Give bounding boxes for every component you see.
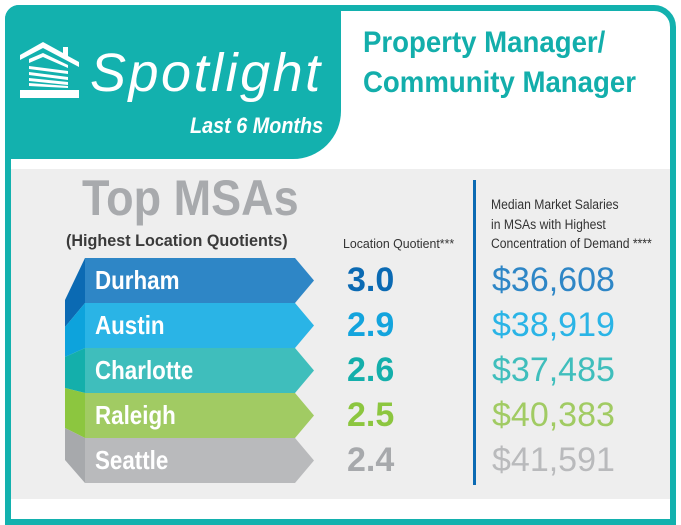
ribbon-front-raleigh [85,393,314,438]
msa-name: Seattle [95,445,169,475]
ribbon-side-austin [65,303,85,357]
msa-name: Raleigh [95,400,176,430]
ribbon-front-charlotte [85,348,314,393]
section-subtitle: (Highest Location Quotients) [66,231,288,250]
msa-name: Charlotte [95,355,194,385]
msa-row: Seattle 2.4 $41,591 [0,438,681,483]
period-label: Last 6 Months [190,113,324,138]
median-salary-value: $37,485 [492,351,615,389]
ribbon-side-raleigh [65,388,85,438]
msa-row: Austin 2.9 $38,919 [0,303,681,348]
salary-header-line: Median Market Salaries [491,197,619,212]
building-house-icon [20,42,79,98]
ribbon-front-seattle [85,438,314,483]
median-salary-value: $40,383 [492,396,615,434]
median-salary-value: $38,919 [492,306,615,344]
msa-name: Austin [95,310,165,340]
msa-row: Raleigh 2.5 $40,383 [0,393,681,438]
median-salary-value: $36,608 [492,261,615,299]
msa-ribbon-stack [65,258,314,483]
location-quotient-value: 2.9 [347,306,395,344]
location-quotient-value: 3.0 [347,261,395,299]
ribbon-front-austin [85,303,314,348]
msa-name: Durham [95,265,180,295]
salary-header-line: in MSAs with Highest [491,216,606,232]
ribbon-front-durham [85,258,314,303]
job-title-line-1: Property Manager/ [363,26,606,59]
brand-title: Spotlight [90,43,323,103]
median-salary-value: $41,591 [492,441,615,479]
ribbon-side-durham [65,258,85,327]
ribbon-side-charlotte [65,348,85,393]
column-divider [473,180,476,485]
salary-header: Median Market Salaries in MSAs with High… [491,195,670,254]
msa-row: Durham 3.0 $36,608 [0,258,681,303]
ribbon-side-seattle [65,428,85,483]
location-quotient-value: 2.5 [347,396,395,434]
location-quotient-header: Location Quotient*** [343,236,455,251]
job-title-line-2: Community Manager [363,66,636,99]
salary-header-line: Concentration of Demand **** [491,236,652,251]
location-quotient-value: 2.4 [347,441,395,479]
section-title: Top MSAs [82,170,299,226]
location-quotient-value: 2.6 [347,351,395,389]
msa-row: Charlotte 2.6 $37,485 [0,348,681,393]
